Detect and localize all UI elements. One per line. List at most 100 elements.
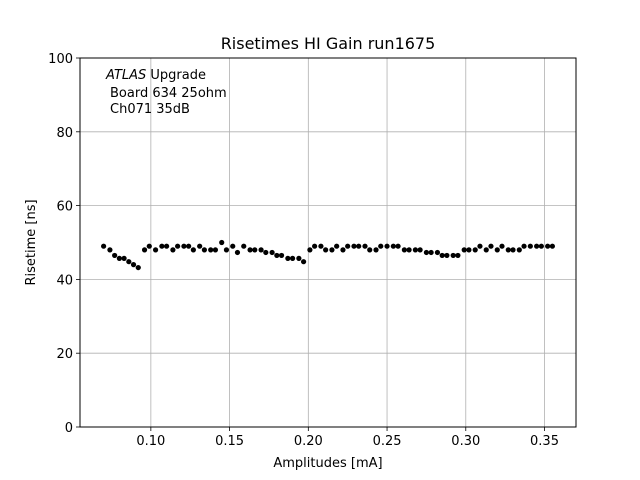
data-point xyxy=(406,247,412,253)
data-point xyxy=(455,252,461,259)
data-point xyxy=(538,243,544,249)
atlas-label: ATLAS xyxy=(105,68,146,83)
x-tick-label: 0.35 xyxy=(530,434,559,449)
data-point xyxy=(307,247,313,253)
data-point xyxy=(130,262,137,268)
y-tick-label: 60 xyxy=(56,200,73,215)
data-point xyxy=(269,249,275,256)
x-tick-label: 0.30 xyxy=(451,434,480,449)
data-point xyxy=(434,249,441,256)
data-point xyxy=(329,247,335,253)
y-axis-ticks: 0 20 40 60 80 100 xyxy=(48,52,80,436)
data-point xyxy=(340,247,346,253)
data-point xyxy=(378,243,384,249)
data-point xyxy=(423,249,430,256)
data-point xyxy=(146,243,152,249)
x-tick-label: 0.20 xyxy=(294,434,323,449)
data-point xyxy=(527,243,533,249)
data-point xyxy=(164,243,170,249)
data-point xyxy=(356,243,362,249)
annotation-line-1: ATLAS Upgrade xyxy=(105,68,206,83)
data-point xyxy=(247,247,253,253)
data-point xyxy=(395,243,401,249)
data-point xyxy=(170,247,176,253)
data-point xyxy=(101,243,107,249)
y-tick-label: 40 xyxy=(56,273,73,288)
data-point xyxy=(521,243,527,249)
x-tick-label: 0.10 xyxy=(136,434,165,449)
data-point xyxy=(549,243,555,249)
data-point xyxy=(510,247,516,253)
data-point xyxy=(444,252,450,259)
data-point xyxy=(516,247,522,253)
data-point xyxy=(208,247,214,253)
data-point xyxy=(135,264,141,271)
data-point xyxy=(263,249,269,256)
data-point xyxy=(107,247,113,253)
data-point xyxy=(534,243,540,249)
data-points xyxy=(101,239,555,271)
data-point xyxy=(412,247,418,253)
data-point xyxy=(152,247,159,253)
data-point xyxy=(494,247,500,253)
data-point xyxy=(223,247,230,253)
data-point xyxy=(234,249,241,256)
data-point xyxy=(351,243,357,249)
data-point xyxy=(197,243,203,249)
data-point xyxy=(472,247,478,253)
data-point xyxy=(141,247,148,253)
annotation-line-3: Ch071 35dB xyxy=(110,102,190,117)
data-point xyxy=(252,247,258,253)
data-point xyxy=(241,243,247,249)
data-point xyxy=(230,243,236,249)
data-point xyxy=(505,247,511,253)
data-point xyxy=(312,243,318,249)
x-tick-label: 0.15 xyxy=(215,434,244,449)
data-point xyxy=(175,243,181,249)
data-point xyxy=(278,252,285,259)
data-point xyxy=(212,247,219,253)
data-point xyxy=(285,255,291,261)
chart-title: Risetimes HI Gain run1675 xyxy=(221,34,436,53)
data-point xyxy=(112,252,118,259)
data-point xyxy=(373,247,379,253)
data-point xyxy=(390,243,396,249)
data-point xyxy=(323,247,329,253)
annotation-box: ATLAS Upgrade Board 634 25ohm Ch071 35dB xyxy=(105,68,227,117)
data-point xyxy=(428,249,434,256)
data-point xyxy=(300,259,307,265)
data-point xyxy=(477,243,483,249)
data-point xyxy=(126,259,132,265)
data-point xyxy=(450,252,456,259)
y-tick-label: 0 xyxy=(65,421,73,436)
data-point xyxy=(439,252,445,259)
data-point xyxy=(488,243,494,249)
data-point xyxy=(367,247,373,253)
data-point xyxy=(499,243,505,249)
data-point xyxy=(461,247,467,253)
data-point xyxy=(274,252,280,259)
data-point xyxy=(219,239,225,246)
data-point xyxy=(466,247,472,253)
data-point xyxy=(190,247,196,253)
data-point xyxy=(121,255,127,261)
data-point xyxy=(116,255,122,261)
y-axis-label: Risetime [ns] xyxy=(24,199,39,285)
plot-frame xyxy=(79,57,577,428)
y-tick-label: 20 xyxy=(56,347,73,362)
data-point xyxy=(417,247,423,253)
y-tick-label: 100 xyxy=(48,52,73,67)
data-point xyxy=(334,243,340,249)
x-tick-label: 0.25 xyxy=(373,434,402,449)
data-point xyxy=(483,247,489,253)
x-axis-ticks: 0.10 0.15 0.20 0.25 0.30 0.35 xyxy=(136,427,559,449)
data-point xyxy=(345,243,351,249)
data-point xyxy=(545,243,551,249)
data-point xyxy=(362,243,368,249)
annotation-line-2: Board 634 25ohm xyxy=(110,86,227,101)
data-point xyxy=(296,255,302,261)
data-point xyxy=(186,243,192,249)
data-point xyxy=(181,243,187,249)
y-tick-label: 80 xyxy=(56,126,73,141)
